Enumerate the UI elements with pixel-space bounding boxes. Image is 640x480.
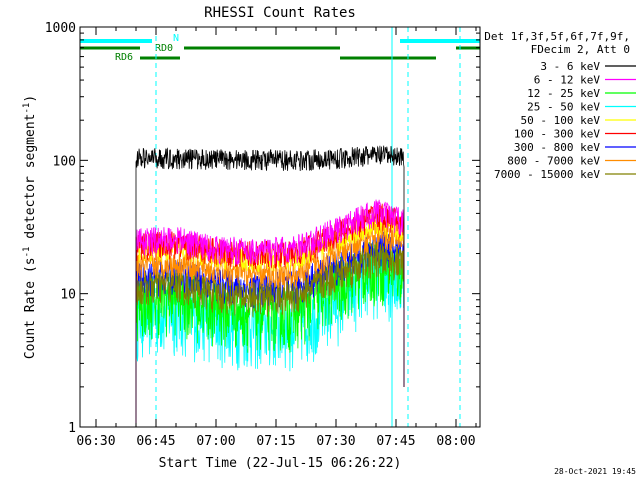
y-label-part: ) [23, 95, 38, 103]
bar-label: N [173, 33, 179, 44]
legend-label: 25 - 50 keV [527, 101, 600, 114]
y-tick-label: 1000 [45, 21, 76, 36]
series-group [135, 145, 405, 427]
y-label-part: Count Rate (s [23, 257, 38, 359]
series-line [135, 199, 405, 427]
legend: Det 1f,3f,5f,6f,7f,9f,FDecim 2, Att 0 3 -… [484, 30, 636, 181]
y-label-part: detector segment [23, 114, 38, 247]
x-tick-label: 07:45 [376, 434, 415, 449]
legend-header: FDecim 2, Att 0 [531, 43, 630, 56]
legend-label: 6 - 12 keV [534, 74, 601, 87]
legend-label: 3 - 6 keV [540, 60, 600, 73]
x-tick-label: 07:15 [256, 434, 295, 449]
legend-label: 12 - 25 keV [527, 87, 600, 100]
y-axis-title: Count Rate (s-1 detector segment-1) [22, 95, 38, 359]
x-tick-label: 07:30 [316, 434, 355, 449]
x-tick-label: 06:30 [76, 434, 115, 449]
y-label-superscript: -1 [22, 103, 32, 114]
x-tick-label: 08:00 [436, 434, 475, 449]
legend-label: 50 - 100 keV [521, 114, 601, 127]
legend-label: 7000 - 15000 keV [494, 168, 600, 181]
bar-label: RD0 [155, 43, 173, 54]
timestamp: 28-Oct-2021 19:45 [554, 467, 636, 476]
x-tick-label: 06:45 [136, 434, 175, 449]
bar-label: RD6 [115, 52, 133, 63]
y-tick-label: 1 [68, 421, 76, 436]
legend-label: 100 - 300 keV [514, 128, 600, 141]
y-tick-label: 10 [60, 288, 76, 303]
axes: 06:30 06:45 07:00 07:15 07:30 07:45 08:00 1 10 10… [45, 21, 481, 449]
legend-header: Det 1f,3f,5f,6f,7f,9f, [484, 30, 630, 43]
x-tick-label: 07:00 [196, 434, 235, 449]
y-label-superscript: -1 [22, 247, 32, 258]
plot-frame [79, 26, 481, 428]
chart-title: RHESSI Count Rates [204, 5, 356, 21]
x-axis-label: Start Time (22-Jul-15 06:26:22) [159, 456, 402, 471]
y-axis-label: Count Rate (s-1 detector segment-1) [22, 95, 38, 359]
legend-label: 300 - 800 keV [514, 141, 600, 154]
series-line [135, 145, 405, 427]
legend-label: 800 - 7000 keV [507, 155, 600, 168]
y-tick-label: 100 [53, 154, 76, 169]
